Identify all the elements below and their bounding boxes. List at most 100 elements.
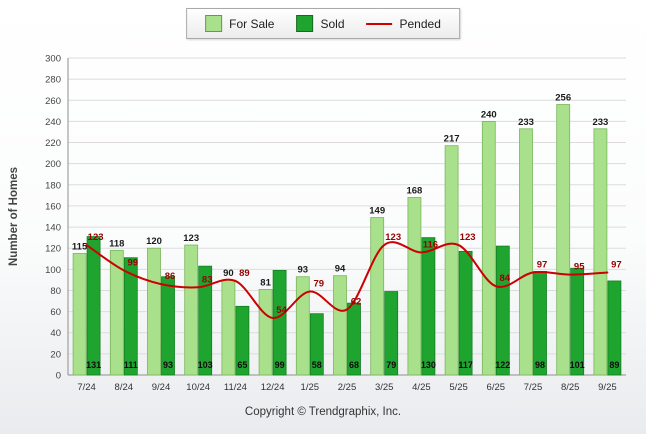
legend: For Sale Sold Pended: [186, 8, 460, 39]
pended-value-label: 123: [385, 232, 401, 243]
sold-value-label: 98: [535, 360, 545, 370]
pended-value-label: 123: [460, 232, 476, 243]
bar-for-sale: [481, 121, 496, 376]
y-tick-label: 300: [45, 54, 61, 65]
x-tick-label: 9/25: [598, 382, 617, 393]
y-axis-title: Number of Homes: [8, 167, 20, 266]
x-tick-label: 5/25: [449, 382, 468, 393]
bar-for-sale: [370, 217, 385, 376]
y-tick-label: 200: [45, 159, 61, 170]
bar-for-sale: [593, 128, 608, 376]
pended-value-label: 84: [500, 273, 511, 284]
pended-value-label: 79: [314, 279, 325, 290]
sold-value-label: 58: [312, 360, 322, 370]
for-sale-value-label: 233: [592, 117, 608, 128]
bar-sold: [309, 313, 324, 376]
sold-value-label: 111: [124, 360, 138, 370]
for-sale-value-label: 120: [146, 236, 162, 247]
pended-value-label: 116: [423, 239, 438, 250]
bar-for-sale: [333, 275, 347, 376]
for-sale-value-label: 118: [109, 238, 124, 249]
bar-sold: [198, 265, 213, 376]
sold-value-label: 117: [458, 360, 473, 370]
y-tick-label: 40: [50, 328, 61, 339]
pended-value-label: 62: [351, 296, 362, 307]
sold-legend-label: Sold: [320, 16, 345, 31]
sold-value-label: 101: [570, 360, 585, 370]
y-tick-label: 160: [45, 201, 61, 212]
for-sale-value-label: 233: [518, 117, 534, 128]
pended-swatch: [366, 22, 393, 25]
pended-legend-label: Pended: [399, 16, 441, 31]
pended-value-label: 89: [239, 268, 250, 279]
y-tick-label: 240: [45, 117, 61, 128]
bar-sold: [495, 245, 510, 376]
sold-value-label: 99: [275, 360, 285, 370]
x-tick-label: 8/24: [115, 382, 134, 393]
legend-item-sold[interactable]: Sold: [296, 15, 345, 32]
pended-value-label: 97: [537, 260, 548, 271]
x-tick-label: 7/24: [77, 382, 96, 393]
for-sale-value-label: 123: [183, 233, 199, 244]
bar-sold: [161, 276, 175, 376]
y-tick-label: 280: [45, 75, 61, 86]
bar-for-sale: [147, 247, 161, 376]
legend-item-pended[interactable]: Pended: [366, 16, 441, 31]
bar-for-sale: [295, 276, 310, 376]
x-tick-label: 11/24: [224, 382, 247, 393]
bar-for-sale: [72, 253, 87, 376]
for-sale-value-label: 94: [335, 264, 346, 275]
pended-value-label: 83: [202, 274, 213, 285]
sold-value-label: 130: [421, 360, 436, 370]
bar-for-sale: [444, 145, 459, 376]
sold-value-label: 93: [163, 360, 173, 370]
y-tick-label: 60: [50, 307, 61, 318]
bar-for-sale: [519, 128, 533, 376]
sold-value-label: 122: [495, 360, 510, 370]
bar-sold: [458, 250, 473, 376]
bar-for-sale: [184, 244, 199, 376]
bar-sold: [123, 257, 138, 376]
for-sale-value-label: 93: [298, 265, 309, 276]
copyright: Copyright © Trendgraphix, Inc.: [244, 406, 402, 418]
sold-value-label: 131: [86, 360, 101, 370]
sold-value-label: 68: [349, 360, 359, 370]
for-sale-value-label: 149: [369, 206, 385, 217]
for-sale-value-label: 217: [444, 134, 460, 145]
for-sale-value-label: 90: [223, 268, 234, 279]
bar-for-sale: [556, 104, 571, 376]
y-tick-label: 80: [50, 286, 61, 297]
bar-for-sale: [221, 279, 236, 376]
pended-value-label: 99: [128, 257, 139, 268]
bar-sold: [384, 291, 399, 376]
for-sale-value-label: 168: [406, 185, 422, 196]
x-tick-label: 2/25: [338, 382, 357, 393]
bar-for-sale: [407, 197, 422, 376]
bar-sold: [607, 280, 622, 376]
for-sale-value-label: 115: [72, 241, 88, 252]
y-tick-label: 20: [50, 349, 61, 360]
for-sale-swatch: [205, 15, 223, 32]
y-tick-label: 260: [45, 96, 61, 107]
legend-item-for-sale[interactable]: For Sale: [205, 15, 274, 32]
x-tick-label: 3/25: [375, 382, 394, 393]
x-tick-label: 10/24: [186, 382, 210, 393]
pended-value-label: 86: [165, 271, 176, 282]
for-sale-value-label: 81: [260, 277, 271, 288]
bar-for-sale: [109, 249, 124, 376]
pended-value-label: 123: [88, 232, 104, 243]
pended-value-label: 95: [574, 262, 585, 273]
for-sale-legend-label: For Sale: [229, 16, 275, 31]
bar-sold: [86, 236, 101, 376]
y-tick-label: 120: [45, 244, 61, 255]
x-tick-label: 7/25: [524, 382, 543, 393]
bar-sold: [570, 267, 585, 376]
y-tick-label: 180: [45, 180, 61, 191]
x-tick-label: 4/25: [412, 382, 431, 393]
pended-value-label: 54: [276, 305, 287, 316]
x-tick-label: 6/25: [487, 382, 506, 393]
bar-for-sale: [258, 289, 273, 376]
bar-sold: [235, 305, 250, 376]
bar-sold: [272, 269, 287, 376]
